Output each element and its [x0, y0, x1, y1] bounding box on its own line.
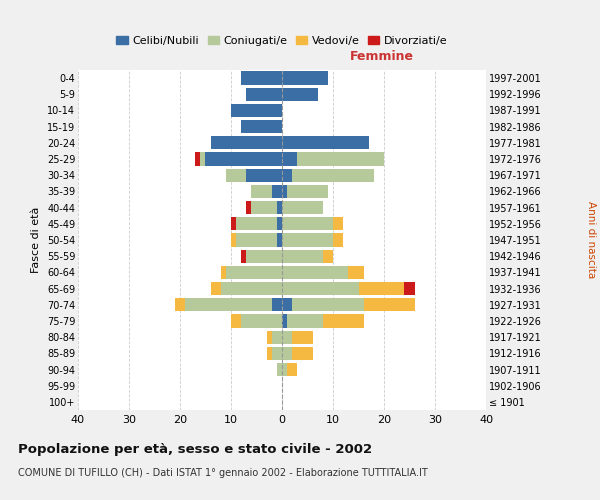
Text: Anni di nascita: Anni di nascita	[586, 202, 596, 278]
Bar	[272, 185, 282, 198]
Bar	[277, 217, 282, 230]
Text: COMUNE DI TUFILLO (CH) - Dati ISTAT 1° gennaio 2002 - Elaborazione TUTTITALIA.IT: COMUNE DI TUFILLO (CH) - Dati ISTAT 1° g…	[18, 468, 428, 477]
Bar	[349, 266, 364, 279]
Bar	[277, 201, 282, 214]
Bar	[282, 152, 298, 166]
Bar	[333, 234, 343, 246]
Bar	[226, 266, 282, 279]
Bar	[272, 298, 282, 312]
Bar	[282, 217, 333, 230]
Bar	[251, 201, 277, 214]
Bar	[364, 298, 415, 312]
Bar	[231, 217, 236, 230]
Bar	[231, 234, 236, 246]
Bar	[292, 168, 374, 182]
Bar	[287, 185, 328, 198]
Bar	[282, 234, 333, 246]
Bar	[241, 120, 282, 134]
Bar	[282, 298, 292, 312]
Bar	[247, 201, 251, 214]
Bar	[292, 346, 313, 360]
Bar	[241, 314, 282, 328]
Bar	[287, 314, 323, 328]
Bar	[277, 363, 282, 376]
Bar	[211, 282, 221, 295]
Bar	[282, 314, 287, 328]
Bar	[282, 201, 323, 214]
Bar	[241, 72, 282, 85]
Bar	[272, 346, 282, 360]
Bar	[231, 314, 241, 328]
Bar	[282, 266, 349, 279]
Bar	[241, 250, 247, 263]
Text: Popolazione per età, sesso e stato civile - 2002: Popolazione per età, sesso e stato civil…	[18, 442, 372, 456]
Bar	[282, 185, 287, 198]
Bar	[272, 330, 282, 344]
Bar	[292, 298, 364, 312]
Bar	[231, 104, 282, 117]
Bar	[282, 136, 369, 149]
Legend: Celibi/Nubili, Coniugati/e, Vedovi/e, Divorziati/e: Celibi/Nubili, Coniugati/e, Vedovi/e, Di…	[112, 32, 452, 50]
Bar	[282, 72, 328, 85]
Bar	[175, 298, 185, 312]
Bar	[247, 168, 282, 182]
Y-axis label: Fasce di età: Fasce di età	[31, 207, 41, 273]
Bar	[277, 234, 282, 246]
Bar	[267, 330, 272, 344]
Bar	[200, 152, 206, 166]
Bar	[323, 314, 364, 328]
Bar	[226, 168, 247, 182]
Bar	[221, 282, 282, 295]
Bar	[247, 250, 282, 263]
Bar	[282, 282, 359, 295]
Text: Femmine: Femmine	[350, 50, 414, 63]
Bar	[236, 217, 277, 230]
Bar	[206, 152, 282, 166]
Bar	[298, 152, 384, 166]
Bar	[333, 217, 343, 230]
Bar	[282, 168, 292, 182]
Bar	[404, 282, 415, 295]
Bar	[236, 234, 277, 246]
Bar	[282, 88, 318, 101]
Bar	[282, 346, 292, 360]
Bar	[287, 363, 298, 376]
Bar	[251, 185, 272, 198]
Bar	[247, 88, 282, 101]
Bar	[185, 298, 272, 312]
Bar	[267, 346, 272, 360]
Bar	[282, 363, 287, 376]
Bar	[292, 330, 313, 344]
Bar	[196, 152, 200, 166]
Bar	[359, 282, 404, 295]
Bar	[282, 250, 323, 263]
Bar	[282, 330, 292, 344]
Bar	[211, 136, 282, 149]
Bar	[221, 266, 226, 279]
Bar	[323, 250, 333, 263]
